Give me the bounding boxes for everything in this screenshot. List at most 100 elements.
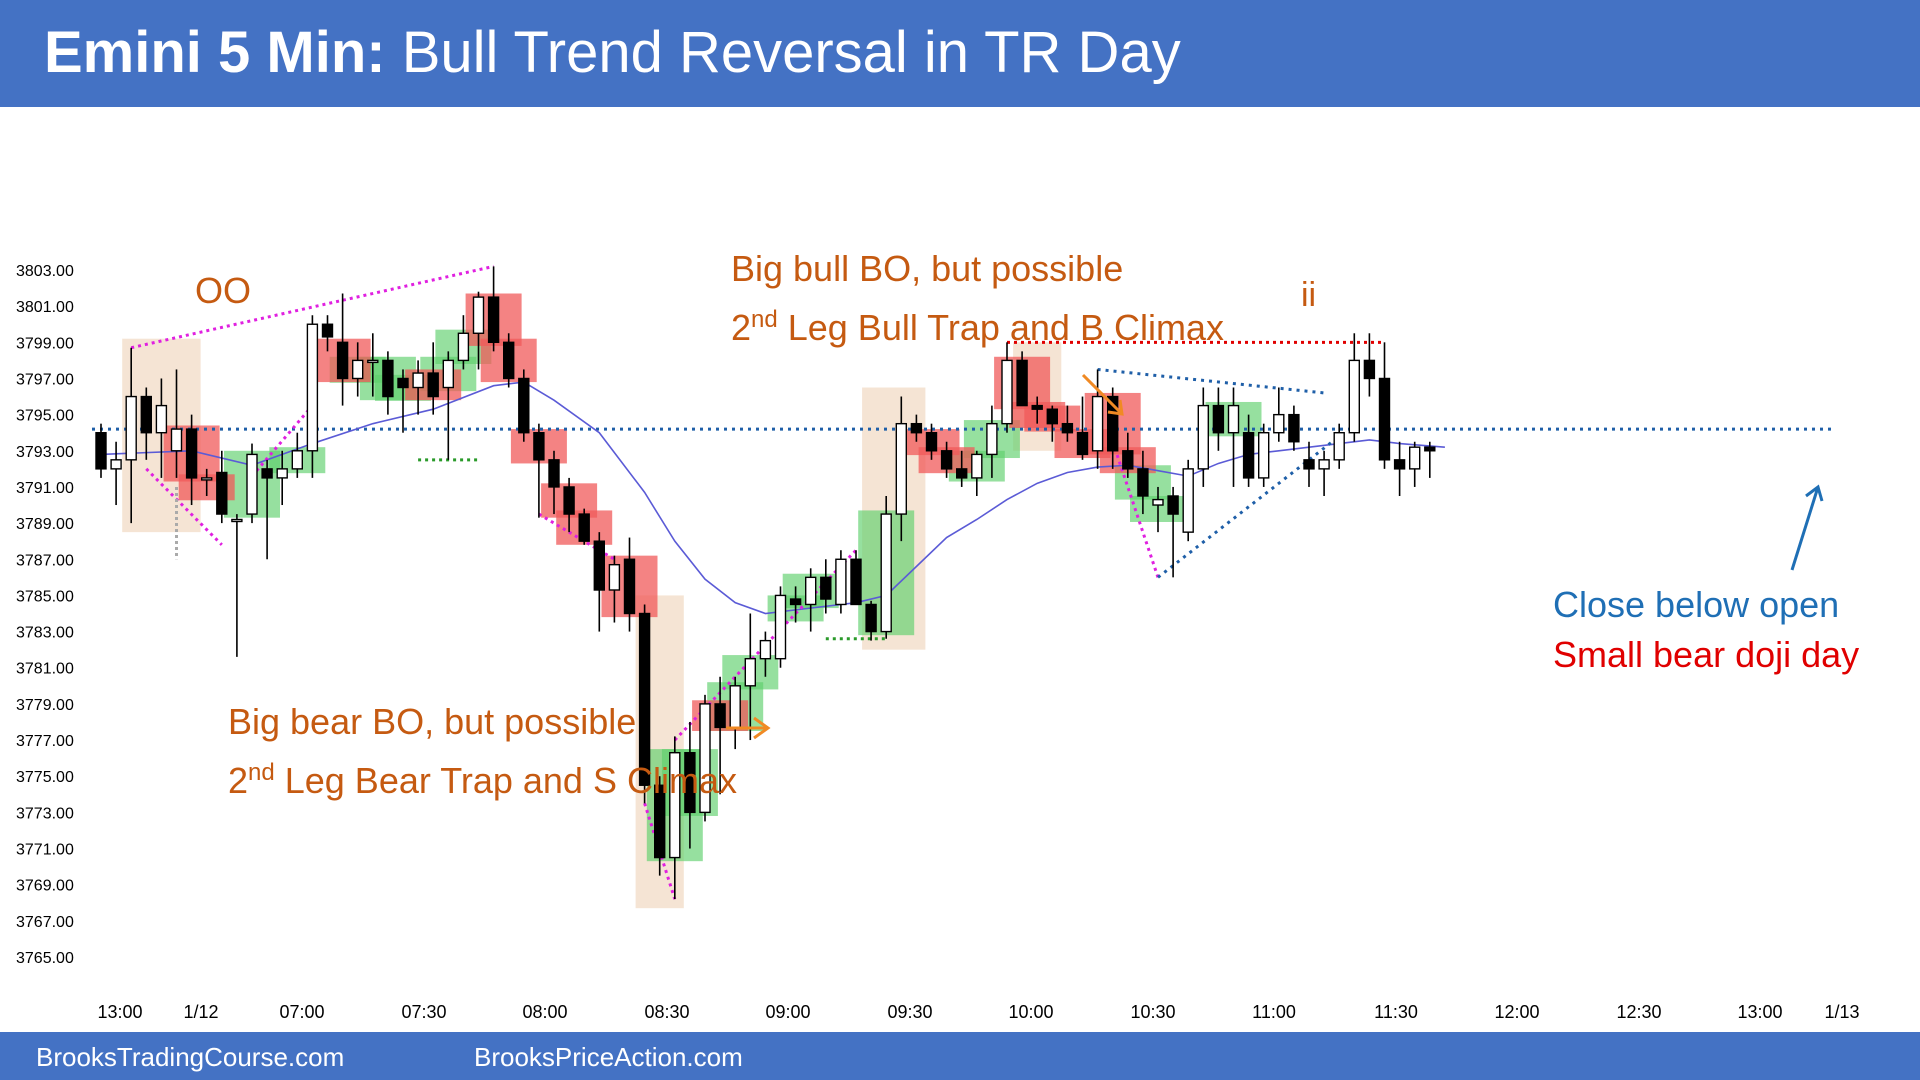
y-tick-label: 3801.00 <box>16 299 74 316</box>
x-tick-label: 11:30 <box>1374 1002 1418 1022</box>
bear-candle <box>654 784 666 859</box>
bull-candle <box>246 453 258 515</box>
y-tick-label: 3785.00 <box>16 588 74 605</box>
y-tick-label: 3779.00 <box>16 697 74 714</box>
x-tick-label: 13:00 <box>97 1002 142 1022</box>
bull-candle <box>457 332 470 362</box>
close-note-arrow <box>1790 484 1824 571</box>
bear-candle <box>593 540 605 591</box>
bear-candle <box>185 428 198 479</box>
x-tick-label: 08:00 <box>522 1002 567 1022</box>
bear-candle <box>956 468 968 479</box>
magenta-trendline-late <box>1111 441 1160 578</box>
bull-bo-note-line2: 2nd Leg Bull Trap and B Climax <box>731 295 1224 353</box>
bear-candle <box>1242 432 1255 479</box>
x-tick-label: 07:00 <box>279 1002 324 1022</box>
bull-candle <box>1257 432 1270 479</box>
bear-candle <box>487 296 500 344</box>
bear-bo-note-line1: Big bear BO, but possible <box>228 701 637 742</box>
bear-candle <box>336 341 349 380</box>
x-tick-label: 1/12 <box>183 1002 218 1022</box>
bear-candle <box>623 558 636 615</box>
bull-candle <box>412 372 424 389</box>
bull-candle <box>1348 359 1361 434</box>
bull-candle <box>110 459 122 470</box>
y-tick-label: 3787.00 <box>16 552 74 569</box>
bear-candle <box>503 341 515 380</box>
close-below-open-note: Close below open <box>1553 584 1840 625</box>
bull-candle <box>759 639 772 660</box>
y-tick-label: 3773.00 <box>16 805 74 822</box>
bear-candle <box>563 486 575 515</box>
title-rest: Bull Trend Reversal in TR Day <box>385 20 1181 85</box>
bull-bo-note-sup: nd <box>751 306 778 333</box>
bear-candle <box>533 432 545 461</box>
magenta-trendline-2 <box>250 404 314 478</box>
bull-candle <box>1227 404 1240 434</box>
bull-candle <box>276 468 288 479</box>
bull-bo-note-prefix: 2 <box>731 307 752 348</box>
bear-candle <box>382 359 394 398</box>
bear-candle <box>910 422 923 434</box>
bull-candle <box>1001 359 1013 425</box>
bear-candle <box>321 323 334 338</box>
bull-candle <box>699 703 711 814</box>
oo-label: OO <box>195 270 252 311</box>
bear-candle <box>427 372 439 398</box>
bull-candle <box>1408 446 1421 470</box>
bull-candle <box>1333 432 1345 461</box>
bull-candle <box>472 296 485 334</box>
y-tick-label: 3777.00 <box>16 733 74 750</box>
bear-candle <box>1378 377 1391 461</box>
bull-candle <box>1273 413 1285 434</box>
bull-candle <box>125 395 137 461</box>
page-title: Emini 5 Min: Bull Trend Reversal in TR D… <box>44 18 1181 88</box>
y-tick-label: 3791.00 <box>16 480 74 497</box>
bear-bo-note-sup: nd <box>248 759 275 786</box>
bull-candle <box>367 359 379 364</box>
footer-bar: BrooksTradingCourse.com BrooksPriceActio… <box>0 1032 1920 1080</box>
bull-candle <box>774 594 787 660</box>
y-tick-label: 3797.00 <box>16 371 74 388</box>
y-tick-label: 3765.00 <box>16 950 74 967</box>
x-tick-label: 07:30 <box>401 1002 446 1022</box>
footer-right-text: BrooksPriceAction.com <box>474 1042 743 1072</box>
magenta-trendline-3 <box>538 512 616 561</box>
bull-bo-note-line1: Big bull BO, but possible <box>731 248 1124 289</box>
bear-candle <box>1288 413 1300 443</box>
y-tick-label: 3781.00 <box>16 661 74 678</box>
bull-candle <box>1091 395 1104 452</box>
bull-candle <box>895 422 907 515</box>
y-tick-label: 3775.00 <box>16 769 74 786</box>
bear-candle <box>1167 495 1179 515</box>
bear-candle <box>850 558 862 606</box>
bear-candle <box>1424 446 1436 452</box>
x-tick-label: 09:30 <box>887 1002 932 1022</box>
x-tick-label: 09:00 <box>765 1002 810 1022</box>
bull-bo-arrow <box>1081 373 1124 416</box>
y-tick-label: 3789.00 <box>16 516 74 533</box>
bull-candle <box>608 563 621 591</box>
bear-candle <box>216 471 228 515</box>
bull-candle <box>306 323 319 452</box>
bear-bo-arrow <box>726 716 771 740</box>
bear-candle <box>1212 404 1225 434</box>
magenta-trendline-0 <box>130 264 494 350</box>
x-tick-label: 08:30 <box>644 1002 689 1022</box>
bear-candle <box>925 432 938 452</box>
bear-candle <box>140 395 153 434</box>
bear-candle <box>940 450 953 470</box>
bull-candle <box>155 404 168 434</box>
bull-candle <box>805 576 817 606</box>
bull-candle <box>835 558 847 606</box>
bear-candle <box>1393 459 1406 470</box>
bull-candle <box>442 359 454 389</box>
bear-candle <box>1031 404 1043 410</box>
bear-candle <box>578 513 590 542</box>
bear-candle <box>1303 459 1315 470</box>
bull-bo-note-rest: Leg Bull Trap and B Climax <box>777 307 1224 348</box>
bear-candle <box>714 703 726 729</box>
bear-bo-note-prefix: 2 <box>228 760 249 801</box>
bear-candle <box>397 377 409 389</box>
bull-candle <box>1182 468 1194 533</box>
